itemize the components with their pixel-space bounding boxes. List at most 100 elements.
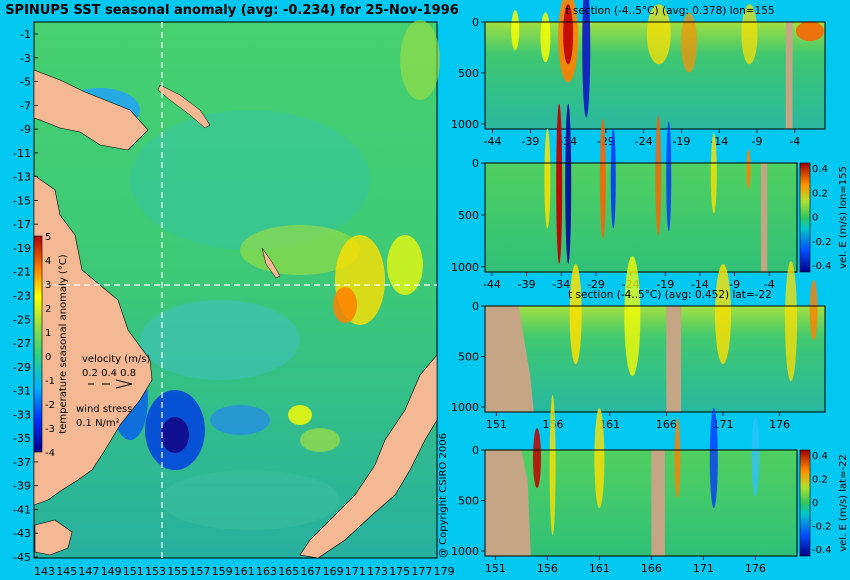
lon-tick-label: 157 [189, 565, 210, 578]
x-tick-label: 156 [537, 562, 558, 575]
velocity-colorbar-tick: 0.4 [812, 164, 828, 175]
map-lat-ticks: -1 -3 -5 -7 -9 -11 -13 -15 -17 -19 -21 -23 -25 -27 -29… [13, 28, 38, 564]
lat-tick-label: -25 [13, 313, 31, 326]
y-tick-label: 1000 [451, 545, 479, 558]
velocity-colorbar [799, 162, 811, 273]
section-feature [563, 4, 574, 65]
section-feature [556, 103, 563, 264]
lat-tick-label: -15 [13, 194, 31, 207]
section-frame [484, 449, 798, 557]
lon-tick-label: 159 [212, 565, 233, 578]
velocity-colorbar-tick: 0 [812, 498, 818, 509]
anomaly-patch [161, 417, 189, 453]
lon-tick-label: 167 [300, 565, 321, 578]
x-tick-label: 166 [656, 418, 677, 431]
wind-legend-value: 0.1 N/m² [76, 418, 120, 429]
x-tick-label: 171 [693, 562, 714, 575]
section-frame [484, 305, 826, 413]
section-feature [549, 395, 556, 536]
section-feature [674, 418, 681, 499]
x-tick-label: -39 [521, 135, 539, 148]
lat-tick-label: -23 [13, 290, 31, 303]
velocity-legend-arrows [88, 379, 133, 389]
lat-tick-label: -31 [13, 385, 31, 398]
lat-tick-label: -29 [13, 361, 31, 374]
lon-tick-label: 165 [278, 565, 299, 578]
y-tick-label: 500 [458, 494, 479, 507]
x-tick-label: 151 [486, 418, 507, 431]
velocity-colorbar-tick: -0.2 [812, 237, 832, 248]
section-feature [565, 103, 572, 264]
section-title: t section (-4..5°C) (avg: 0.378) lon=155 [565, 5, 774, 17]
lon-tick-label: 153 [145, 565, 166, 578]
lon-tick-label: 161 [234, 565, 255, 578]
y-tick-label: 500 [458, 350, 479, 363]
x-tick-label: -19 [656, 278, 674, 291]
land-mask [485, 450, 531, 556]
lon-tick-label: 145 [56, 565, 77, 578]
x-tick-label: 176 [769, 418, 790, 431]
velocity-colorbar-tick: -0.2 [812, 522, 832, 533]
y-tick-label: 0 [472, 300, 479, 313]
x-tick-label: 171 [713, 418, 734, 431]
velocity-colorbar-tick: 0.4 [812, 451, 828, 462]
velocity-legend-values: 0.2 0.4 0.8 [82, 368, 136, 379]
lat-tick-label: -13 [13, 171, 31, 184]
section-feature [795, 21, 824, 42]
lat-tick-label: -21 [13, 266, 31, 279]
x-tick-label: -34 [552, 278, 570, 291]
lat-tick-label: -35 [13, 432, 31, 445]
temperature-colorbar-ticks: 5 4 3 2 1 0 -1 -2 -3 -4 [45, 232, 55, 459]
velocity-colorbar-tick: 0 [812, 213, 818, 224]
copyright-text: @ Copyright CSIRO 2006 [438, 433, 449, 558]
map-lon-ticks: 143 145 147 149 151 153 155 157 159 161 163 165 167 1… [34, 565, 455, 578]
colorbar-tick-label: 3 [45, 280, 51, 291]
velocity-colorbar-tick: 0.2 [812, 475, 828, 486]
lat-tick-label: -33 [13, 408, 31, 421]
anomaly-patch [333, 287, 357, 323]
velocity-legend-label: velocity (m/s) [82, 354, 150, 365]
y-tick-label: 500 [458, 67, 479, 80]
y-tick-label: 500 [458, 209, 479, 222]
colorbar-tick-label: 0 [45, 352, 51, 363]
section-feature [715, 264, 731, 365]
lat-tick-label: -7 [20, 99, 31, 112]
section-feature [785, 261, 797, 382]
land-mask [760, 163, 768, 272]
section-title: t section (-4..5°C) (avg: 0.452) lat=-22 [568, 289, 772, 301]
x-tick-label: 151 [485, 562, 506, 575]
velocity-colorbar [799, 449, 811, 557]
y-tick-label: 1000 [451, 401, 479, 414]
lat-tick-label: -19 [13, 242, 31, 255]
section-feature [610, 128, 616, 229]
anomaly-patch [400, 20, 440, 100]
colorbar-tick-label: -1 [45, 376, 55, 387]
x-tick-label: 161 [599, 418, 620, 431]
y-tick-label: 1000 [451, 118, 479, 131]
lat-tick-label: -5 [20, 76, 31, 89]
tasmania-landmass [34, 519, 73, 556]
lat-tick-label: -37 [13, 456, 31, 469]
land-mask [666, 306, 682, 412]
velocity-colorbar-tick: -0.4 [812, 545, 832, 556]
lon-tick-label: 179 [434, 565, 455, 578]
velocity-colorbar-label: vel. E (m/s) lon=155 [838, 166, 849, 269]
land-mask [651, 450, 665, 556]
land-mask [485, 306, 534, 412]
colorbar-label: temperature seasonal anomaly (°C) [58, 254, 69, 433]
lat-tick-label: -43 [13, 527, 31, 540]
x-tick-label: 161 [589, 562, 610, 575]
section-feature [710, 133, 717, 214]
x-tick-label: -9 [729, 278, 740, 291]
section-panel: 151 156 161 166 171 176 0 500 1000 0.4 0.2 0 -0.2 -0.… [451, 395, 849, 575]
colorbar-tick-label: 4 [45, 256, 51, 267]
anomaly-patch [140, 300, 300, 380]
y-tick-label: 1000 [451, 261, 479, 274]
section-feature [624, 256, 641, 377]
lon-tick-label: 163 [256, 565, 277, 578]
lon-tick-label: 171 [345, 565, 366, 578]
x-tick-label: -9 [752, 135, 763, 148]
lat-tick-label: -3 [20, 52, 31, 65]
map-title: SPINUP5 SST seasonal anomaly (avg: -0.23… [5, 3, 459, 18]
lat-tick-label: -27 [13, 337, 31, 350]
